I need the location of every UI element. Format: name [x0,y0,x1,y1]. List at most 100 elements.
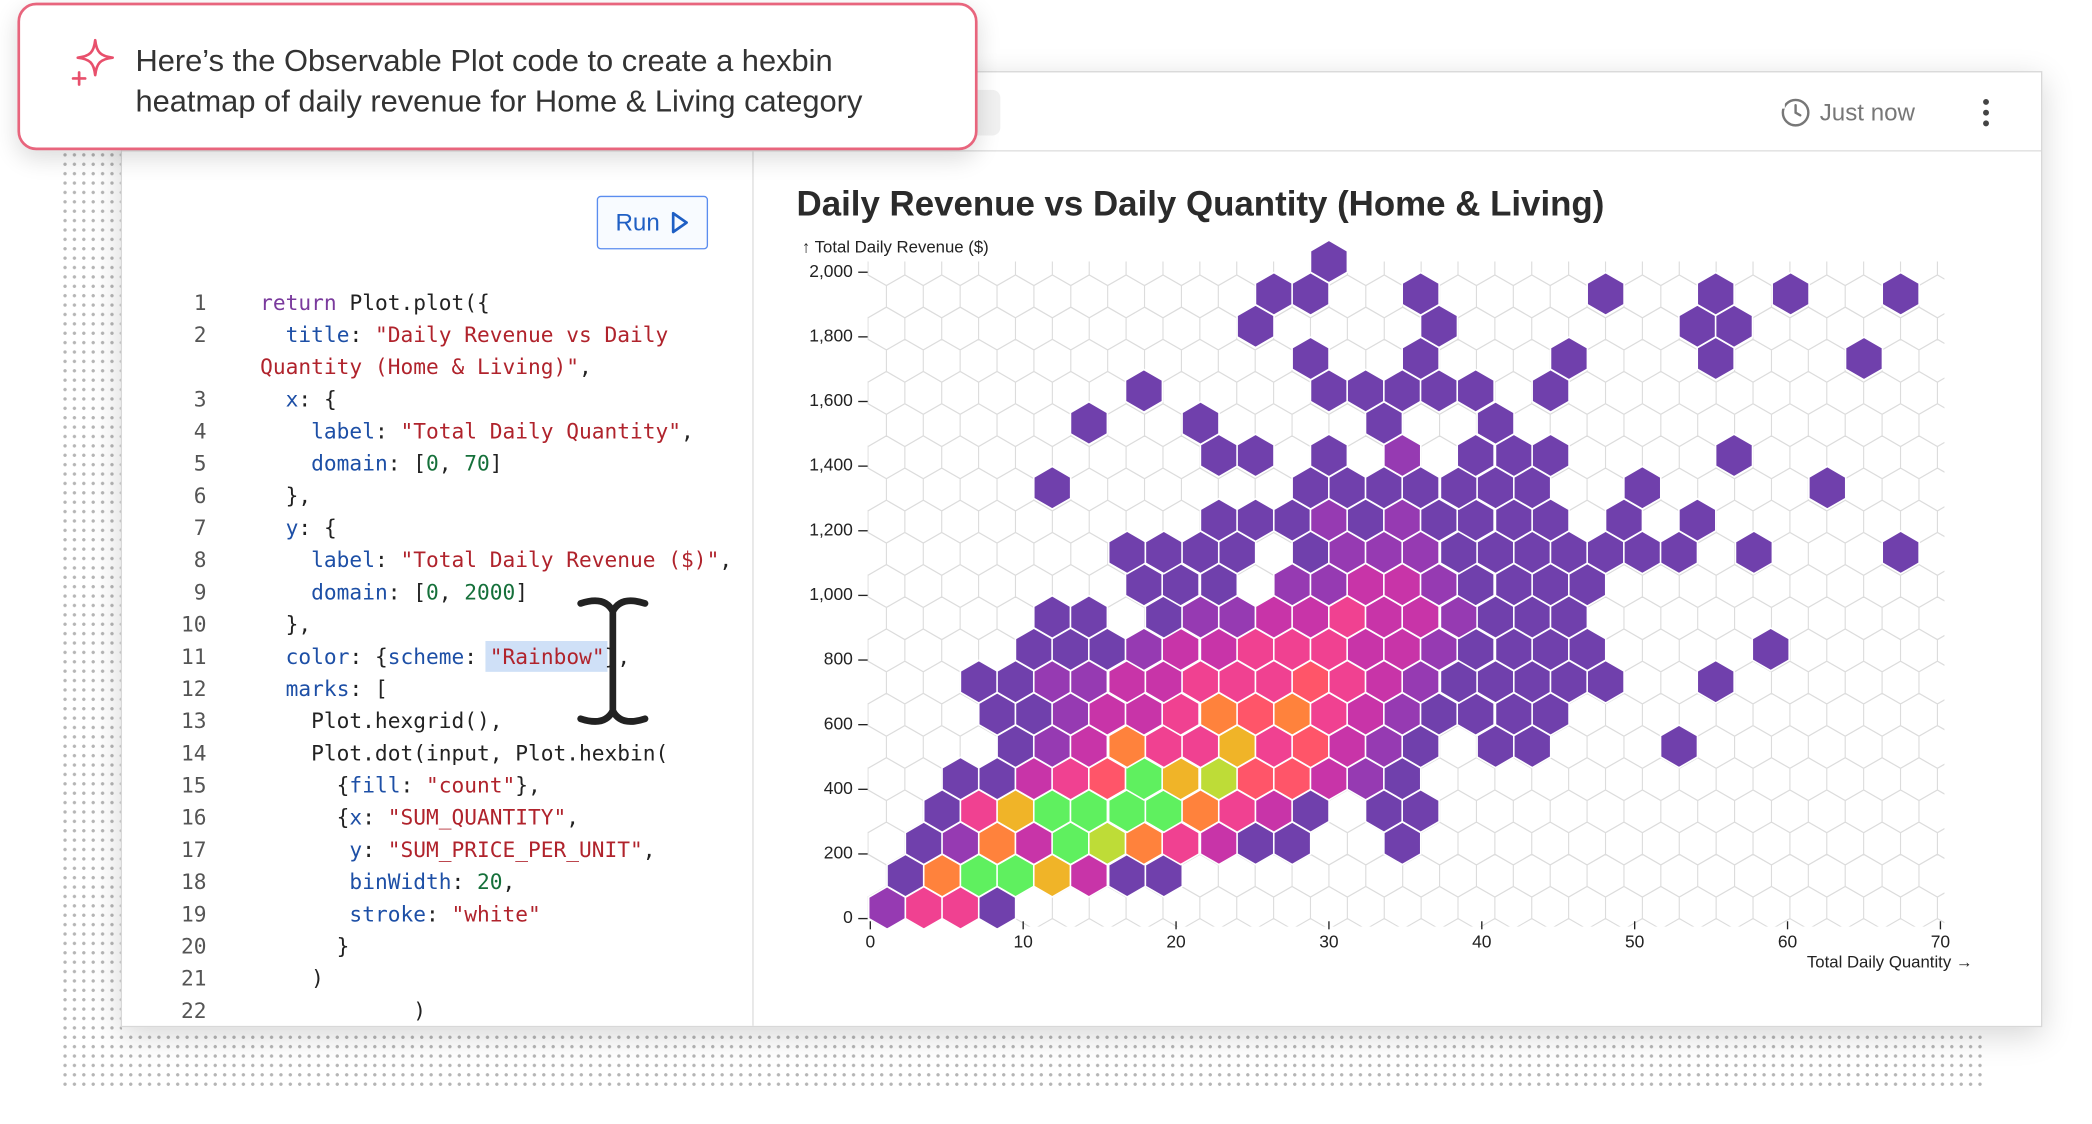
header-divider [122,150,2042,152]
code-line: binWidth: 20, [260,866,515,898]
code-token: : [464,643,490,670]
y-tick-label: 1,000 [809,584,853,604]
hexbin-cell [1751,627,1791,672]
code-token: }, [260,482,312,509]
line-number: 12 [180,675,207,702]
y-tick-label: 1,600 [809,390,853,410]
code-line: ) [260,995,426,1027]
code-line: ) [260,963,324,995]
code-token: , [681,418,694,444]
code-token: return [260,289,337,316]
code-token: : [374,418,401,444]
hexbin-cell [1844,336,1884,381]
code-token: ) [260,997,426,1024]
x-tick-label: 50 [1625,931,1645,951]
code-token: y [349,836,363,863]
hexbin-cell [1161,691,1200,737]
code-token: "SUM_QUANTITY" [387,804,567,831]
code-line: color: {scheme: "Rainbow"}, [260,641,630,673]
timestamp-text: Just now [1819,98,1916,126]
code-line: Quantity (Home & Living)", [260,351,592,383]
code-line: Plot.hexgrid(), [260,705,502,737]
code-line: } [260,931,350,963]
code-token: marks [285,675,350,702]
code-token: "Daily Revenue vs Daily [374,321,669,348]
code-line: domain: [0, 70] [260,448,502,480]
line-number: 16 [180,804,207,831]
x-tick-label: 60 [1778,931,1798,951]
hexbin-cell [1678,497,1717,543]
code-token: "count" [425,772,516,798]
line-number: 5 [193,450,207,477]
hexbin-cell [1291,336,1330,381]
code-token: , [438,579,465,605]
hexbin-cell [1714,433,1754,478]
hexbin-cell [1161,627,1200,672]
x-tick-label: 30 [1319,931,1339,951]
hexbin-cell [1623,465,1662,511]
code-line: {x: "SUM_QUANTITY", [260,802,579,834]
text-cursor [577,597,649,725]
line-number: 15 [180,772,207,798]
hexbin-cell [1456,433,1495,478]
more-menu[interactable] [1973,95,2000,130]
code-token: domain [311,579,388,605]
code-token: , [502,868,516,895]
code-token: ) [260,965,324,991]
code-token: : [ [387,579,426,605]
code-token: ] [515,579,529,605]
code-token: : [362,836,388,863]
hexbin-cell [1734,530,1774,575]
timestamp[interactable]: Just now [1780,95,1916,130]
code-token: : { [349,643,388,670]
y-tick-label: 2,000 [809,261,853,281]
code-token: 2000 [464,579,516,605]
code-token: : { [298,386,337,412]
dotted-backdrop [60,1032,1985,1087]
code-token: , [566,804,580,831]
hexbin-cell [1161,821,1200,866]
line-number: 3 [193,386,207,412]
line-number: 10 [180,611,207,637]
clock-icon [1780,98,1810,127]
hexbin-cell [1309,433,1349,478]
code-token: color [285,643,350,670]
hexbin-cell [1456,368,1495,414]
code-token: "SUM_PRICE_PER_UNIT" [387,836,643,863]
line-number: 8 [193,547,207,573]
hexbin-cell [1476,400,1515,446]
x-tick-label: 20 [1166,931,1186,951]
panel-divider [752,151,754,1026]
code-token: binWidth [349,868,452,895]
hexbin-cell [1771,271,1810,317]
code-token: , [578,354,592,380]
hexbin-cell [1881,271,1920,317]
code-token: "Rainbow" [489,643,605,670]
code-token: }, [260,611,312,637]
x-tick-label: 0 [865,931,875,951]
code-token: }, [604,643,631,670]
code-line: Plot.dot(input, Plot.hexbin( [260,738,668,770]
code-line: domain: [0, 2000] [260,577,528,609]
text-selection [485,640,608,672]
hexbin-cell [1549,336,1589,381]
code-token: Plot.dot(input, Plot.hexbin( [260,740,669,766]
y-tick-label: 0 [843,907,853,927]
code-token: title [285,321,350,348]
hexbin-cell [1659,724,1699,769]
code-token: 70 [464,450,490,477]
hexbin-cell [1456,497,1495,543]
y-tick-label: 400 [824,778,853,798]
hexbin-cell [1161,562,1200,607]
code-token: , [642,836,656,863]
y-axis-label: ↑ Total Daily Revenue ($) [802,238,989,257]
run-button[interactable]: Run [596,195,709,250]
code-line: y: "SUM_PRICE_PER_UNIT", [260,834,655,866]
code-token: fill [349,772,401,798]
code-line: y: { [260,512,337,544]
line-number: 14 [180,740,207,766]
code-token: label [311,418,375,444]
hexbin-cell [1808,465,1847,511]
code-token: 0 [425,579,439,605]
